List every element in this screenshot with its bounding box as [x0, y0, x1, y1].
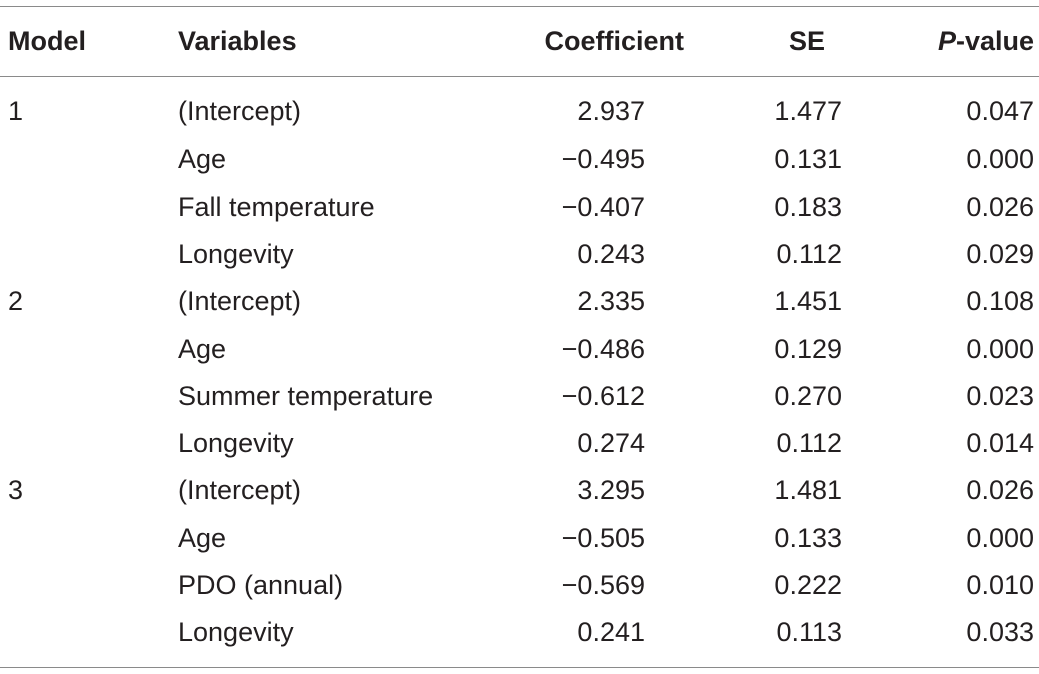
cell-se: 0.112 [776, 428, 842, 458]
cell-variable: Longevity [178, 617, 294, 647]
cell-p-value: 0.023 [966, 381, 1034, 411]
header-p-suffix: -value [955, 26, 1034, 56]
cell-variable: Age [178, 144, 227, 174]
cell-coefficient: 2.937 [577, 96, 645, 126]
table-row: Longevity 0.241 0.113 0.033 [0, 609, 1039, 656]
cell-se: 0.222 [774, 570, 842, 600]
cell-coefficient: −0.612 [561, 381, 645, 411]
cell-p-value: 0.026 [966, 192, 1034, 222]
cell-se: 0.112 [776, 239, 842, 269]
cell-p-value: 0.000 [966, 523, 1034, 553]
cell-p-value: 0.000 [966, 334, 1034, 364]
cell-variable: Longevity [178, 428, 294, 458]
table-row: Age −0.505 0.133 0.000 [0, 515, 1039, 562]
header-p-value: P-value [938, 18, 1034, 64]
cell-variable: Age [178, 523, 227, 553]
cell-model: 3 [8, 475, 24, 505]
cell-se: 0.129 [774, 334, 842, 364]
table-row: Longevity 0.243 0.112 0.029 [0, 231, 1039, 278]
table-row: Age −0.495 0.131 0.000 [0, 136, 1039, 183]
table-row: 3 (Intercept) 3.295 1.481 0.026 [0, 467, 1039, 514]
header-model: Model [8, 26, 86, 56]
top-rule [0, 6, 1039, 7]
cell-p-value: 0.026 [966, 475, 1034, 505]
cell-se: 1.451 [774, 286, 842, 316]
cell-variable: (Intercept) [178, 96, 302, 126]
cell-coefficient: −0.486 [561, 334, 645, 364]
cell-p-value: 0.000 [966, 144, 1034, 174]
cell-coefficient: −0.407 [561, 192, 645, 222]
cell-se: 1.481 [774, 475, 842, 505]
cell-coefficient: 0.243 [577, 239, 645, 269]
cell-p-value: 0.010 [966, 570, 1034, 600]
header-rule [0, 76, 1039, 77]
cell-p-value: 0.014 [966, 428, 1034, 458]
header-coefficient: Coefficient [544, 26, 684, 56]
table-row: Fall temperature −0.407 0.183 0.026 [0, 184, 1039, 231]
cell-coefficient: −0.569 [561, 570, 645, 600]
cell-se: 0.113 [776, 617, 842, 647]
cell-variable: Summer temperature [178, 381, 434, 411]
table-row: 2 (Intercept) 2.335 1.451 0.108 [0, 278, 1039, 325]
header-row: Model Variables Coefficient SE P-value [0, 18, 1039, 64]
cell-se: 1.477 [774, 96, 842, 126]
cell-variable: PDO (annual) [178, 570, 344, 600]
cell-coefficient: 3.295 [577, 475, 645, 505]
table-row: 1 (Intercept) 2.937 1.477 0.047 [0, 88, 1039, 135]
table-row: Summer temperature −0.612 0.270 0.023 [0, 373, 1039, 420]
cell-se: 0.131 [774, 144, 842, 174]
cell-coefficient: 0.274 [577, 428, 645, 458]
cell-variable: (Intercept) [178, 286, 302, 316]
cell-coefficient: −0.495 [561, 144, 645, 174]
table-row: PDO (annual) −0.569 0.222 0.010 [0, 562, 1039, 609]
table-row: Longevity 0.274 0.112 0.014 [0, 420, 1039, 467]
cell-coefficient: 0.241 [577, 617, 645, 647]
table-row: Age −0.486 0.129 0.000 [0, 326, 1039, 373]
header-variables: Variables [178, 26, 297, 56]
bottom-rule [0, 667, 1039, 668]
cell-model: 1 [8, 96, 24, 126]
cell-se: 0.270 [774, 381, 842, 411]
cell-p-value: 0.108 [966, 286, 1034, 316]
header-se: SE [788, 26, 825, 56]
cell-p-value: 0.029 [966, 239, 1034, 269]
cell-se: 0.133 [774, 523, 842, 553]
cell-p-value: 0.033 [966, 617, 1034, 647]
cell-coefficient: −0.505 [561, 523, 645, 553]
cell-coefficient: 2.335 [577, 286, 645, 316]
cell-variable: (Intercept) [178, 475, 302, 505]
header-p-letter: P [937, 26, 956, 56]
cell-variable: Age [178, 334, 227, 364]
cell-variable: Longevity [178, 239, 294, 269]
cell-se: 0.183 [774, 192, 842, 222]
cell-variable: Fall temperature [178, 192, 375, 222]
cell-p-value: 0.047 [966, 96, 1034, 126]
cell-model: 2 [8, 286, 24, 316]
